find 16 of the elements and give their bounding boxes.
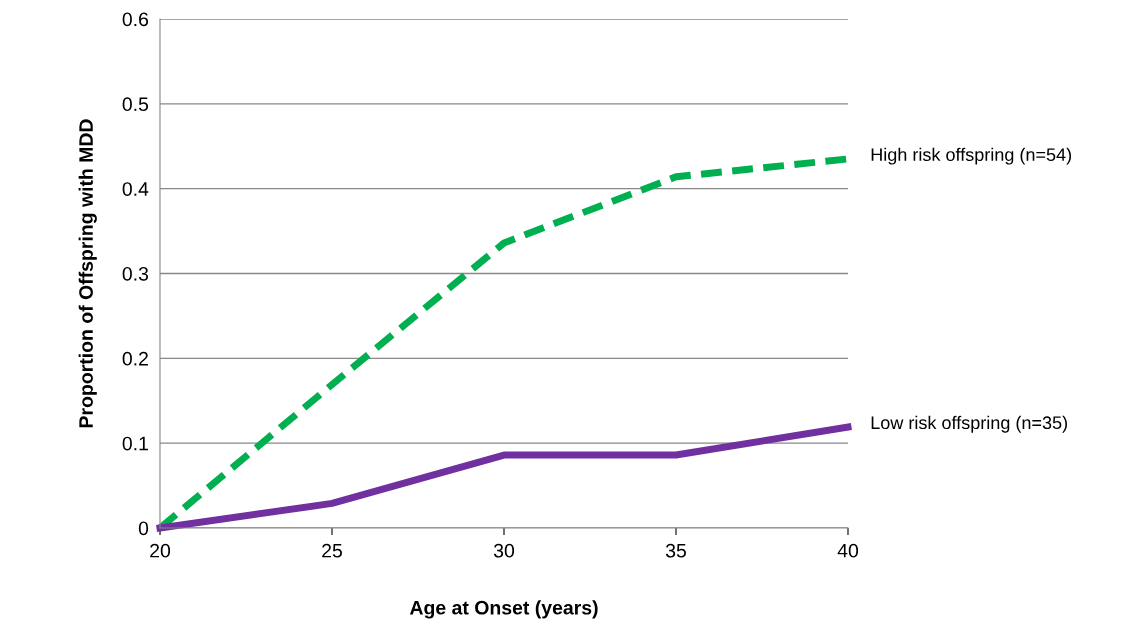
x-tick-label: 30 [493,543,515,558]
y-tick-label: 0.3 [122,266,149,281]
x-tick-label: 20 [150,543,171,558]
x-axis-title: Age at Onset (years) [409,600,598,619]
y-tick-label: 0.2 [122,351,148,366]
y-axis-title: Proportion of Offspring with MDD [78,119,97,428]
series-label: High risk offspring (n=54) [871,147,1071,165]
x-tick-label: 35 [665,543,686,558]
y-tick-label: 0.1 [122,436,148,451]
y-tick-label: 0.6 [122,12,149,27]
x-tick-label: 25 [322,543,342,558]
series-label: Low risk offspring (n=35) [871,415,1067,433]
y-tick-label: 0 [138,521,149,536]
y-tick-label: 0.5 [122,97,149,112]
y-tick-label: 0.4 [122,182,149,196]
x-tick-label: 40 [837,543,859,558]
